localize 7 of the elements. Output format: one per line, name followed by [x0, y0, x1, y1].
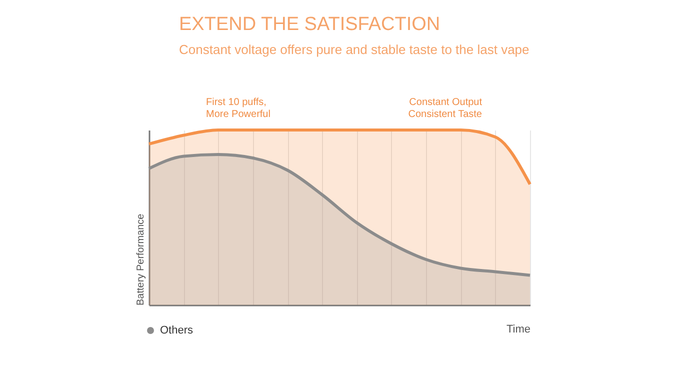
chart-subtitle: Constant voltage offers pure and stable taste to the last vape [179, 42, 530, 57]
x-axis-title: Time [506, 324, 530, 336]
legend-label: Others [160, 324, 194, 336]
text: First 10 puffs, More Powerful [206, 97, 270, 120]
chart-title: EXTEND THE SATISFACTION [179, 14, 440, 35]
text: Constant Output Consistent Taste [408, 97, 482, 120]
y-axis-title: Battery Performance [136, 213, 146, 306]
